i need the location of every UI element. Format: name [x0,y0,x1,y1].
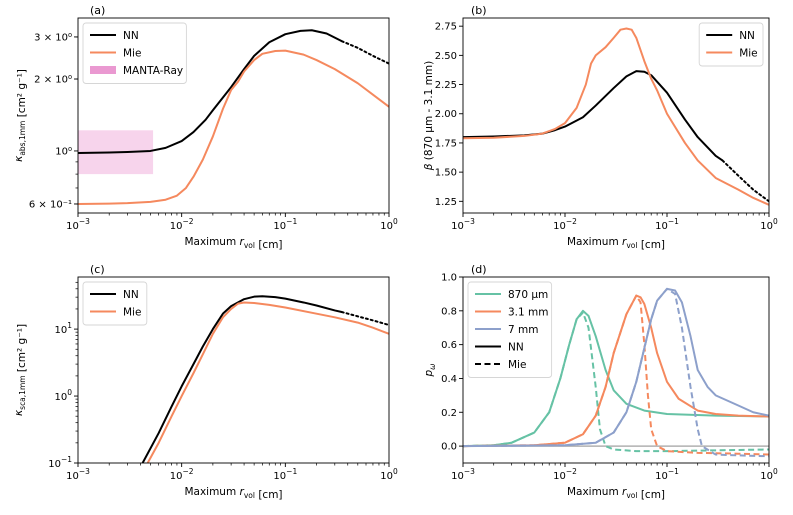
x-axis-label: Maximum rvol [cm] [184,236,282,251]
y-tick-label: 10⁰ [55,146,72,157]
series-31-mm-nn-solid [463,294,769,448]
y-tick-label: 0.0 [441,442,457,453]
y-tick-label: 10−1 [48,455,72,470]
panel-label: (a) [90,4,105,17]
y-tick-label: 3 × 10⁰ [34,32,72,43]
panel-a: 10−3 10−2 10−1 100 6 × 10⁻¹ 10⁰ 2 × 10⁰ 3 × 10⁰… [13,4,398,251]
x-tick-label: 10−1 [273,217,297,232]
panel-c: 10−3 10−2 10−1 100 10−1 100 101 Maximum rvol [c… [13,263,398,501]
legend-label: 870 μm [508,289,548,301]
x-axis-label: Maximum rvol [cm] [567,486,665,501]
series-31-mm-mie-dashed [463,294,769,456]
x-tick-label: 10−3 [451,217,475,232]
legend-label: Mie [508,359,526,371]
legend-box [82,281,148,326]
panel-d: 10−3 10−2 10−1 100 0.0 0.2 0.4 0.6 0.8 1.0 Maximum… [423,263,778,501]
series-870-m-mie-dashed [463,311,769,453]
legend-label: Mie [123,307,141,319]
panel-label: (b) [471,4,487,17]
y-tick-label: 2.75 [435,22,457,33]
series-mie-solid [463,27,769,206]
plot-frame [462,17,770,214]
legend: NN Mie [698,22,764,67]
panel-b: 10−3 10−2 10−1 100 1.25 1.50 1.75 2.00 2.25 2.50 2… [423,4,778,251]
legend-label: Mie [739,48,757,60]
series-nn-solid [463,70,724,162]
plot-frame [462,276,770,464]
legend-label: NN [123,289,139,301]
x-tick-label: 10−2 [553,467,577,482]
legend: 870 μm 3.1 mm 7 mm NN Mie [467,281,553,378]
y-tick-label: 2.00 [435,109,457,120]
y-axis-label: κabs,1mm [cm² g⁻¹] [13,69,28,162]
x-tick-label: 10−2 [170,217,194,232]
y-axis-label: κsca,1mm [cm² g⁻¹] [13,324,28,416]
legend-label: Mie [123,48,141,60]
y-axis-label: pω [423,364,437,378]
y-tick-label: 0.2 [441,408,457,419]
legend-label: 3.1 mm [508,307,549,319]
y-tick-label: 0.8 [441,306,457,317]
series-nn-solid [78,29,343,155]
y-tick-label: 0.4 [441,374,457,385]
x-tick-label: 10−1 [273,467,297,482]
panel-label: (c) [90,263,105,276]
x-tick-label: 10−3 [66,467,90,482]
series-nn-dotted [340,40,389,65]
y-tick-label: 0.6 [441,340,457,351]
plot-frame [77,276,390,464]
series-nn-dotted [340,311,389,327]
y-axis-label: β (870 μm - 3.1 mm) [423,61,435,171]
y-tick-label: 100 [54,388,72,403]
x-axis-label: Maximum rvol [cm] [184,486,282,501]
series-nn-dotted [721,159,769,203]
y-tick-label: 2 × 10⁰ [34,75,72,86]
y-tick-label: 6 × 10⁻¹ [29,199,72,210]
x-tick-label: 10−1 [655,467,679,482]
x-tick-label: 10−3 [66,217,90,232]
legend-label: NN [123,30,139,42]
x-axis-label: Maximum rvol [cm] [567,236,665,251]
legend: NN Mie [82,281,148,326]
series-7-mm-mie-dashed [463,287,769,458]
legend-swatch [90,66,116,74]
series-mie-solid [78,49,389,205]
x-tick-label: 10−2 [553,217,577,232]
y-tick-label: 2.50 [435,51,457,62]
plot-frame [77,17,390,214]
y-tick-label: 101 [54,321,72,336]
legend-label: 7 mm [508,324,538,336]
y-tick-label: 1.75 [435,138,457,149]
series-mie-solid [146,301,389,463]
series-nn-solid [141,295,342,463]
legend-label: NN [739,30,755,42]
legend-box [698,22,764,67]
legend-label: MANTA-Ray [123,65,183,77]
legend-label: NN [508,342,524,354]
x-tick-label: 100 [760,467,778,482]
y-tick-label: 2.25 [435,80,457,91]
panel-label: (d) [471,263,487,276]
x-tick-label: 10−1 [655,217,679,232]
legend-box [467,281,553,378]
x-tick-label: 100 [380,467,398,482]
y-tick-label: 1.50 [435,168,457,179]
x-tick-label: 10−2 [170,467,194,482]
x-tick-label: 10−3 [451,467,475,482]
y-tick-label: 1.25 [435,197,457,208]
x-tick-label: 100 [380,217,398,232]
x-tick-label: 100 [760,217,778,232]
legend: NN Mie MANTA-Ray [82,22,187,84]
y-tick-label: 1.0 [441,273,457,284]
